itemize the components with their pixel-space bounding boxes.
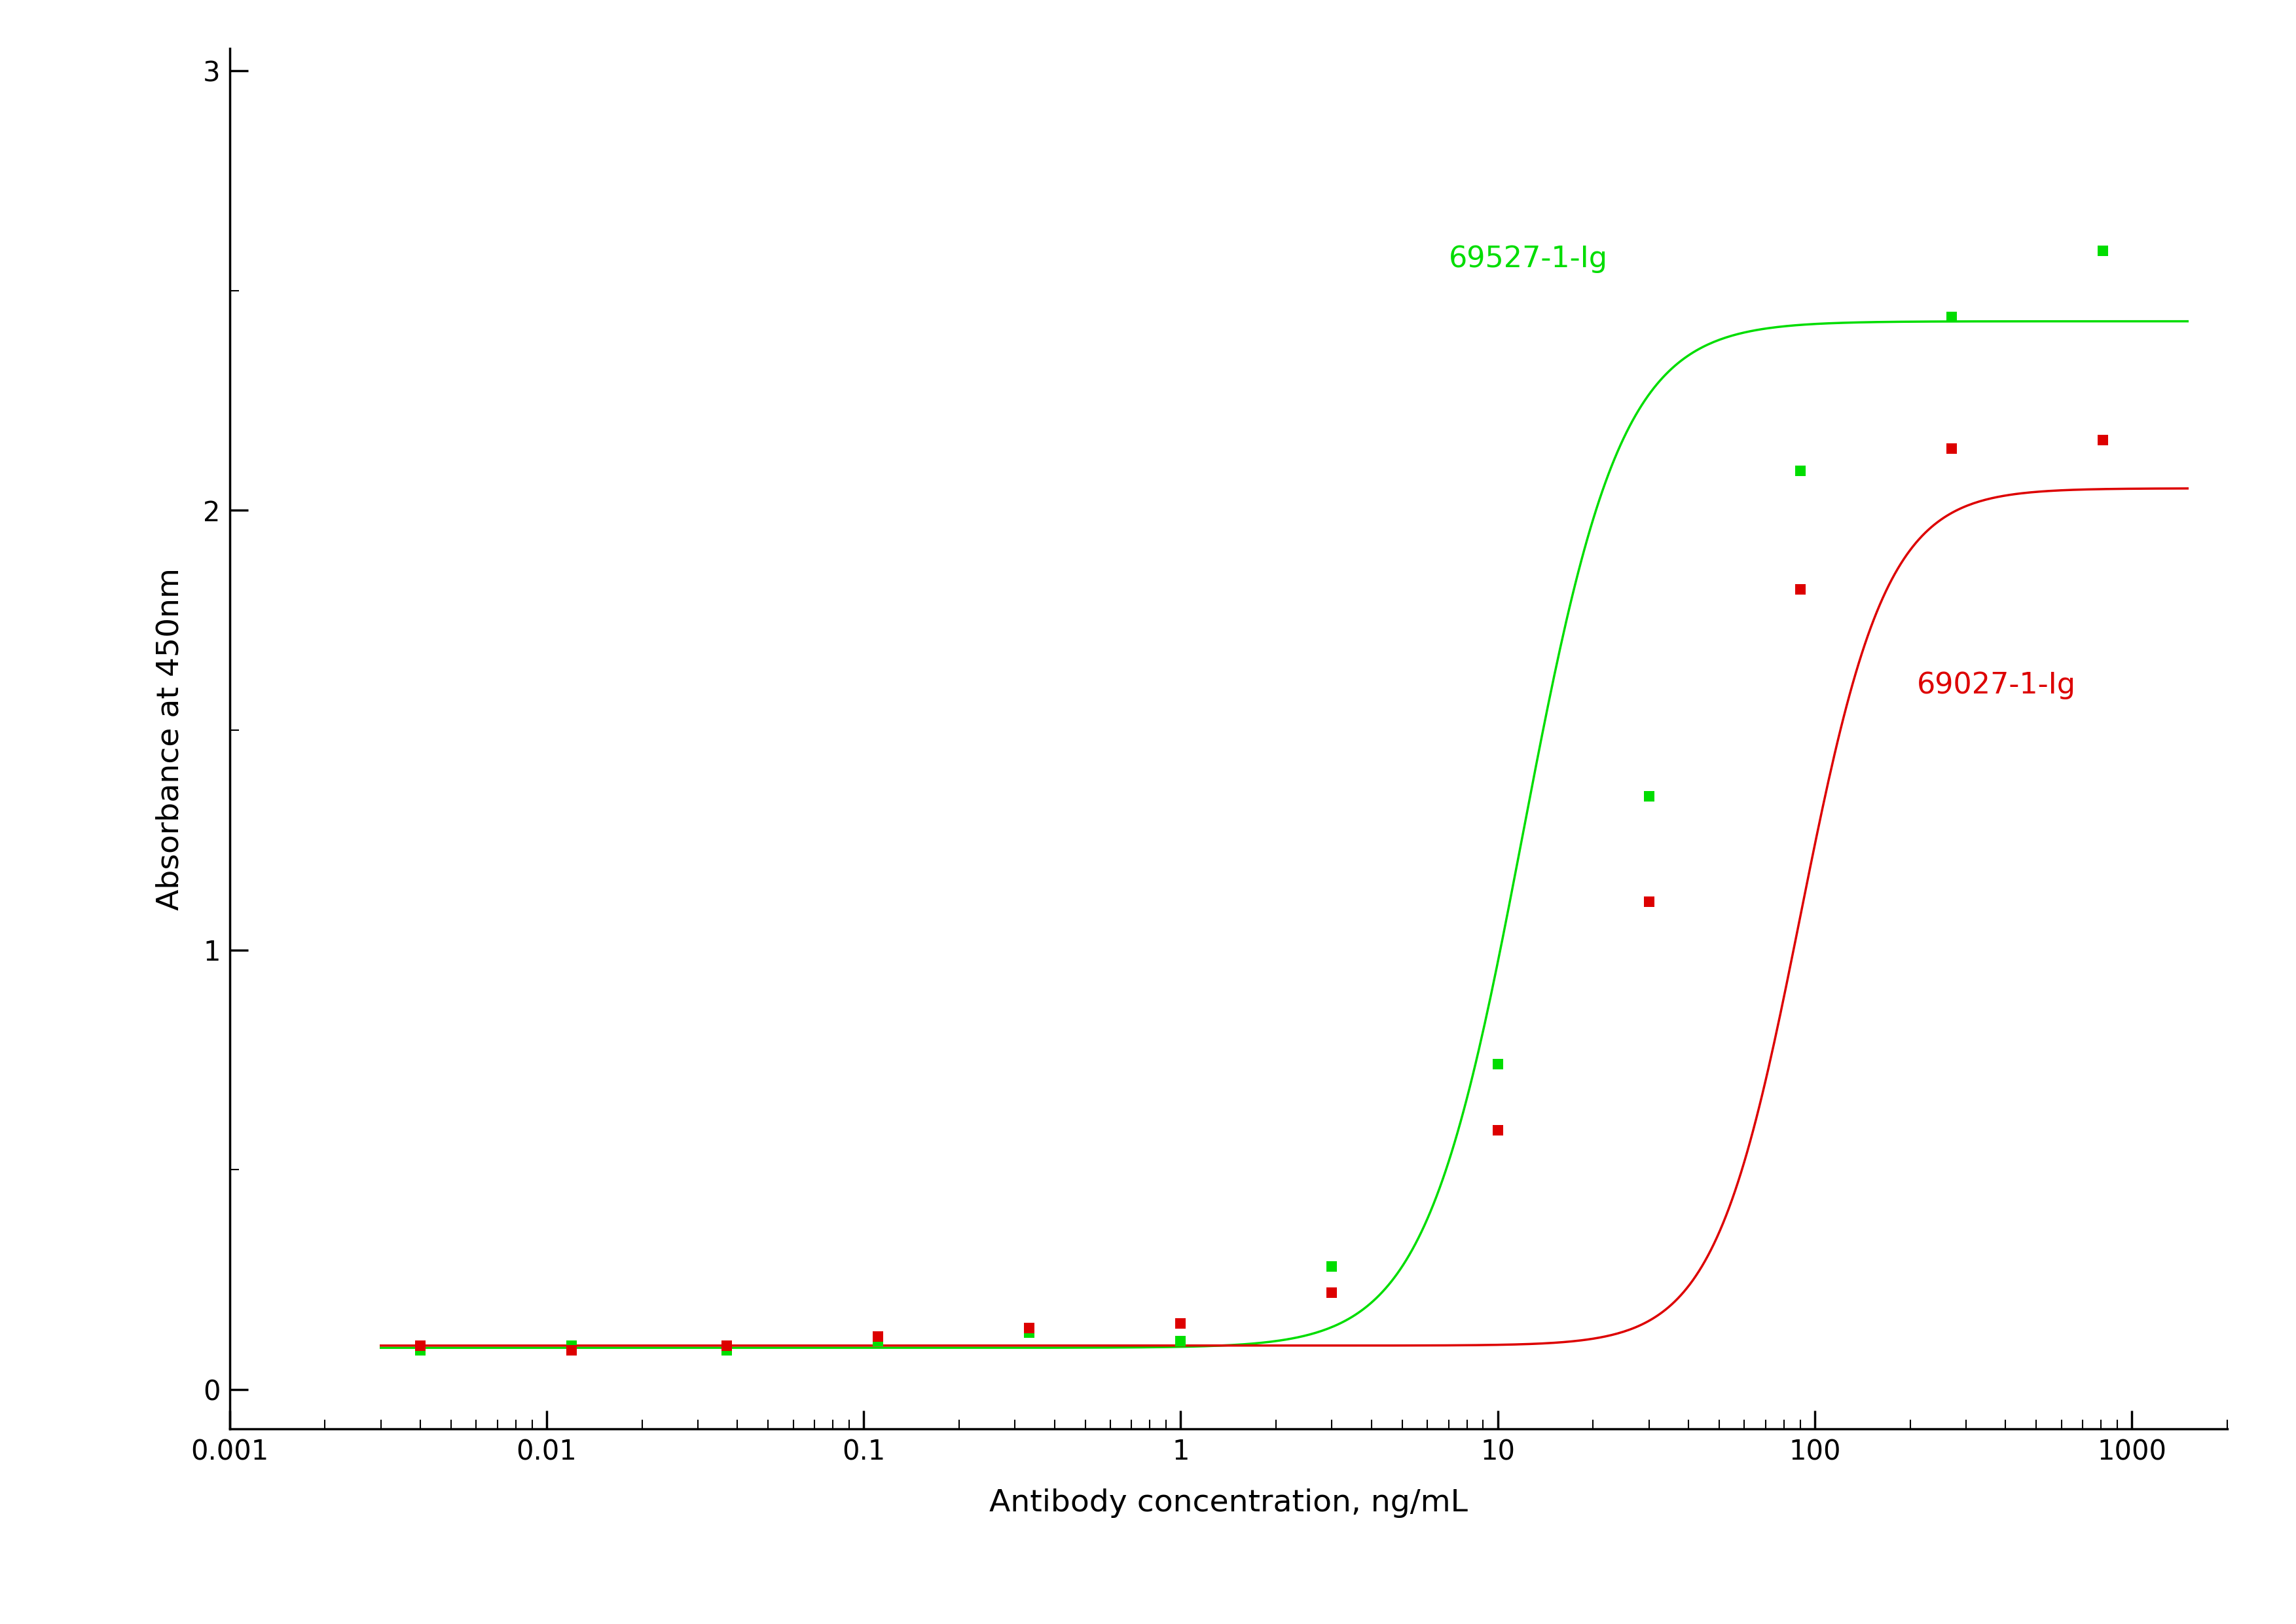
Point [1010, 1319, 1047, 1345]
Point [709, 1333, 746, 1359]
Point [1630, 888, 1667, 914]
Point [1313, 1280, 1350, 1306]
Point [1162, 1328, 1199, 1354]
Point [709, 1337, 746, 1363]
Point [1162, 1311, 1199, 1337]
Point [1933, 304, 1970, 330]
Point [402, 1333, 439, 1359]
Point [553, 1337, 590, 1363]
Point [553, 1333, 590, 1359]
Point [1630, 783, 1667, 809]
Text: 69027-1-Ig: 69027-1-Ig [1917, 671, 2076, 700]
Point [859, 1328, 895, 1354]
Point [1782, 577, 1818, 603]
Text: 69527-1-Ig: 69527-1-Ig [1449, 245, 1607, 273]
Point [859, 1324, 895, 1350]
Point [1479, 1051, 1515, 1077]
Point [1479, 1117, 1515, 1143]
Point [1782, 458, 1818, 484]
Point [2085, 427, 2122, 453]
Y-axis label: Absorbance at 450nm: Absorbance at 450nm [156, 568, 186, 909]
Point [402, 1337, 439, 1363]
Point [1933, 435, 1970, 461]
Point [1010, 1315, 1047, 1341]
Point [2085, 239, 2122, 265]
X-axis label: Antibody concentration, ng/mL: Antibody concentration, ng/mL [990, 1489, 1467, 1518]
Point [1313, 1254, 1350, 1280]
